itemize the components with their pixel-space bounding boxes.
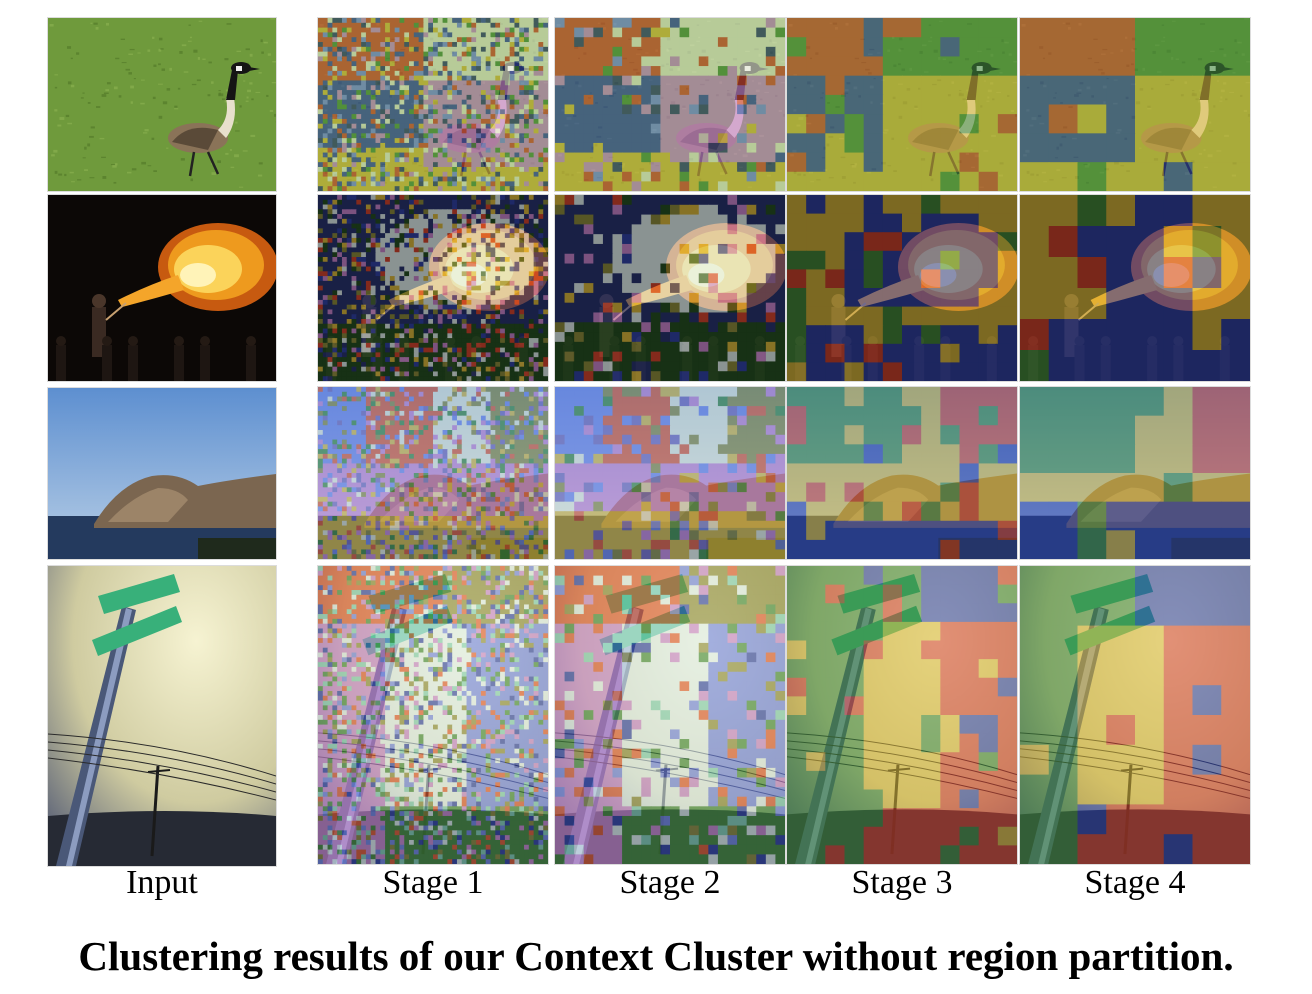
stage-3-cluster-map-coast xyxy=(787,387,1017,559)
stage-4-cluster-map-goose xyxy=(1020,18,1250,191)
stage-2-cluster-map-coast xyxy=(555,387,785,559)
stage-4-cluster-map-goose-graphic xyxy=(1020,18,1250,191)
stage-1-cluster-map-fire-graphic xyxy=(318,195,548,381)
stage-3-cluster-map-sign xyxy=(787,566,1017,864)
stage-1-cluster-map-sign-graphic xyxy=(318,566,548,864)
stage-2-cluster-map-goose-graphic xyxy=(555,18,785,191)
figure-caption: Clustering results of our Context Cluste… xyxy=(78,933,1234,979)
stage-1-cluster-map-coast xyxy=(318,387,548,559)
stage-4-cluster-map-fire xyxy=(1020,195,1250,381)
stage-1-cluster-map-goose xyxy=(318,18,548,191)
column-label-stage-4: Stage 4 xyxy=(1084,864,1186,901)
stage-1-cluster-map-goose-graphic xyxy=(318,18,548,191)
input-image-goose-graphic xyxy=(48,18,276,191)
input-image-coast-graphic xyxy=(48,388,276,559)
column-label-stage-1: Stage 1 xyxy=(382,864,484,901)
stage-3-cluster-map-goose-graphic xyxy=(787,18,1017,191)
input-image-sign xyxy=(48,566,276,866)
input-image-sign-graphic xyxy=(48,566,276,866)
column-label-stage-2: Stage 2 xyxy=(619,864,721,901)
input-image-fire-graphic xyxy=(48,195,276,381)
input-image-coast xyxy=(48,388,276,559)
column-label-stage-3: Stage 3 xyxy=(851,864,953,901)
stage-1-cluster-map-coast-graphic xyxy=(318,387,548,559)
stage-2-cluster-map-sign-graphic xyxy=(555,566,785,864)
stage-3-cluster-map-sign-graphic xyxy=(787,566,1017,864)
stage-2-cluster-map-fire xyxy=(555,195,785,381)
stage-4-cluster-map-sign xyxy=(1020,566,1250,864)
stage-3-cluster-map-fire xyxy=(787,195,1017,381)
stage-2-cluster-map-sign xyxy=(555,566,785,864)
stage-2-cluster-map-coast-graphic xyxy=(555,387,785,559)
stage-1-cluster-map-fire xyxy=(318,195,548,381)
input-image-fire xyxy=(48,195,276,381)
stage-3-cluster-map-goose xyxy=(787,18,1017,191)
stage-1-cluster-map-sign xyxy=(318,566,548,864)
stage-4-cluster-map-coast xyxy=(1020,387,1250,559)
stage-4-cluster-map-fire-graphic xyxy=(1020,195,1250,381)
column-label-input: Input xyxy=(126,864,198,901)
stage-4-cluster-map-sign-graphic xyxy=(1020,566,1250,864)
stage-3-cluster-map-coast-graphic xyxy=(787,387,1017,559)
stage-3-cluster-map-fire-graphic xyxy=(787,195,1017,381)
stage-2-cluster-map-fire-graphic xyxy=(555,195,785,381)
stage-2-cluster-map-goose xyxy=(555,18,785,191)
input-image-goose xyxy=(48,18,276,191)
stage-4-cluster-map-coast-graphic xyxy=(1020,387,1250,559)
